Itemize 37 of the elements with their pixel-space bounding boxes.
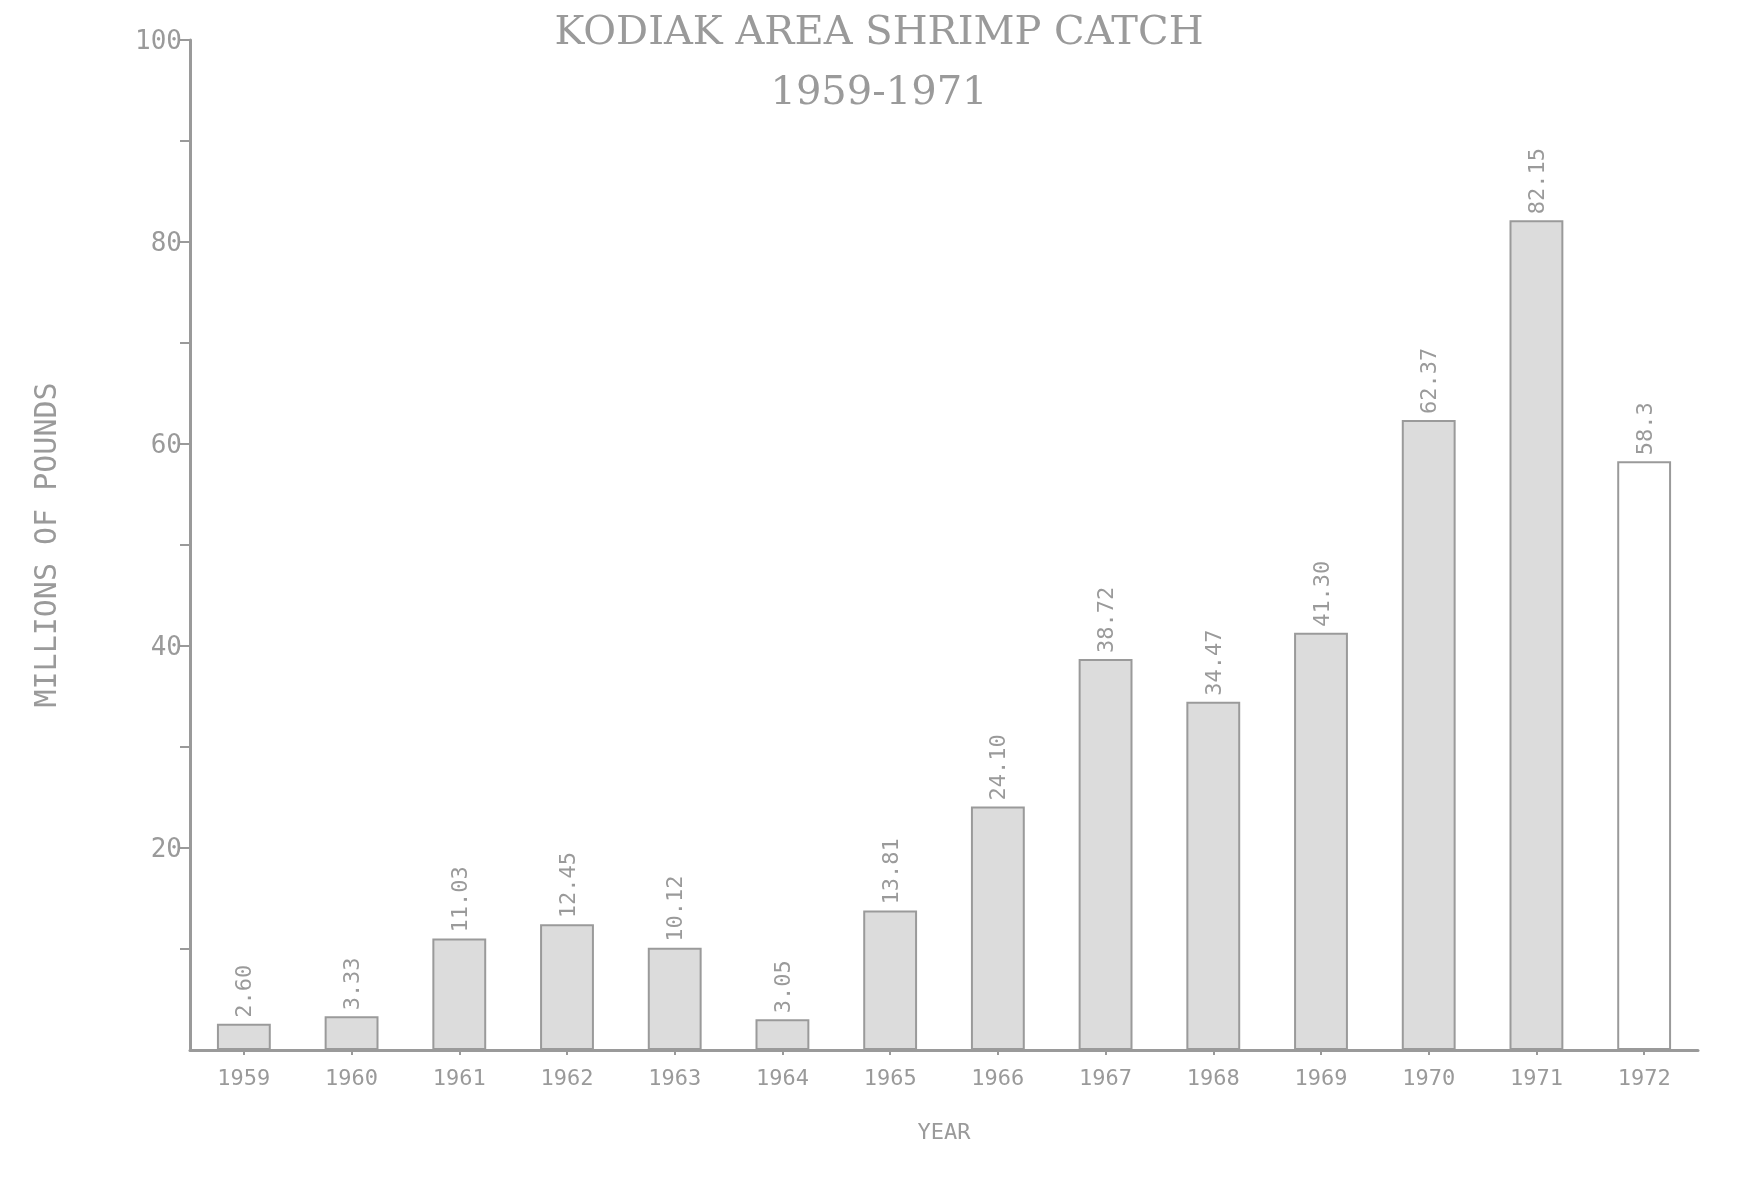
data-label: 58.3: [1631, 402, 1657, 456]
y-tick-label: 60: [150, 429, 182, 459]
x-tick-label: 1967: [1079, 1064, 1133, 1090]
y-tick-label: 100: [135, 25, 182, 55]
chart-title: KODIAK AREA SHRIMP CATCH: [554, 7, 1204, 53]
y-axis-title: MILLIONS OF POUNDS: [27, 382, 63, 708]
data-label: 3.33: [339, 957, 365, 1011]
data-label: 12.45: [554, 852, 580, 919]
data-label: 3.05: [769, 960, 795, 1014]
data-label: 2.60: [231, 964, 257, 1018]
data-label: 34.47: [1200, 629, 1226, 696]
y-tick-label: 80: [150, 227, 182, 257]
x-tick-label: 1968: [1186, 1064, 1240, 1090]
x-tick-label: 1961: [432, 1064, 486, 1090]
data-label: 13.81: [877, 838, 903, 905]
x-tick-label: 1960: [325, 1064, 379, 1090]
x-axis-title: YEAR: [917, 1118, 972, 1144]
data-label: 38.72: [1093, 586, 1119, 653]
x-tick-label: 1966: [971, 1064, 1025, 1090]
x-tick-label: 1964: [755, 1064, 809, 1090]
data-label: 41.30: [1308, 560, 1334, 627]
x-tick-label: 1963: [648, 1064, 702, 1090]
text: 1959-1971: [770, 67, 988, 113]
x-tick-label: 1972: [1617, 1064, 1671, 1090]
data-label: 10.12: [662, 875, 688, 942]
data-label: 82.15: [1523, 148, 1549, 215]
x-tick-label: 1971: [1509, 1064, 1563, 1090]
x-tick-label: 1965: [863, 1064, 917, 1090]
data-label: 11.03: [446, 866, 472, 933]
y-tick-label: 20: [150, 833, 182, 863]
x-tick-label: 1959: [217, 1064, 271, 1090]
data-label: 62.37: [1416, 347, 1442, 415]
x-tick-label: 1969: [1294, 1064, 1348, 1090]
data-label: 24.10: [985, 734, 1011, 801]
x-tick-label: 1970: [1402, 1064, 1456, 1090]
x-tick-label: 1962: [540, 1064, 594, 1090]
y-tick-label: 40: [150, 631, 182, 661]
